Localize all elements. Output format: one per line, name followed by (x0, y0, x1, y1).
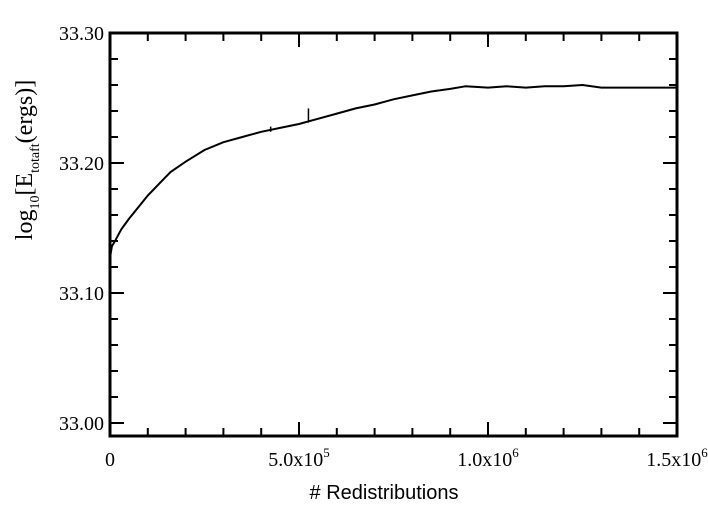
y-tick-label: 33.30 (59, 23, 104, 45)
x-tick-label: 1.5x106 (646, 445, 708, 471)
y-axis-title: log10[Etotaft(ergs)] (12, 80, 43, 240)
series-layer (109, 84, 677, 259)
y-tick-label: 33.20 (59, 153, 104, 175)
y-tick-label: 33.10 (59, 283, 104, 305)
series-line (109, 84, 677, 259)
y-tick-label: 33.00 (59, 413, 104, 435)
tick-labels: 0 5.0x105 1.0x106 1.5x106 33.00 33.10 33.20 33.… (59, 23, 708, 471)
x-tick-label: 5.0x105 (268, 445, 330, 471)
x-axis-title: # Redistributions (310, 482, 459, 504)
x-tick-label: 0 (105, 449, 115, 471)
x-tick-label: 1.0x106 (457, 445, 519, 471)
plot-frame (108, 31, 679, 438)
tick-marks (109, 32, 678, 436)
